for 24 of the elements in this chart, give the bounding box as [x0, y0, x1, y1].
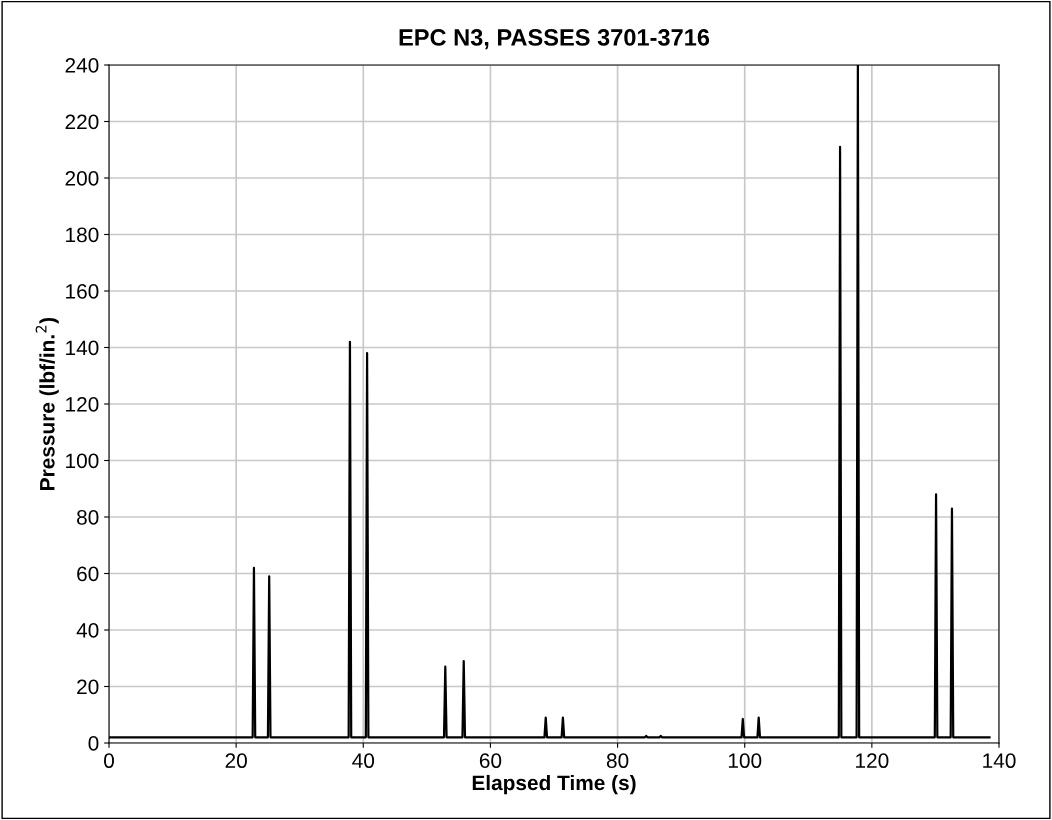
- chart-title: EPC N3, PASSES 3701-3716: [399, 29, 710, 50]
- y-tick-label: 0: [88, 736, 99, 751]
- y-tick-label: 220: [65, 114, 99, 130]
- x-tick-label: 120: [856, 753, 889, 769]
- x-tick-label: 60: [479, 753, 502, 769]
- y-tick-label: 160: [66, 284, 99, 299]
- y-tick-label: 200: [65, 171, 99, 186]
- x-tick-label: 80: [606, 753, 629, 769]
- x-tick-label: 0: [104, 753, 114, 769]
- y-tick-label: 240: [65, 58, 99, 73]
- y-axis-title: Pressure (lbf/in.$^{2}$): [35, 317, 59, 490]
- y-tick-label: 140: [66, 340, 99, 356]
- x-axis-title: Elapsed Time (s): [472, 774, 636, 795]
- x-tick-label: 100: [728, 753, 762, 769]
- y-tick-label: 120: [66, 397, 99, 412]
- y-tick-label: 60: [77, 566, 99, 582]
- y-tick-label: 40: [76, 623, 99, 638]
- y-tick-label: 180: [66, 227, 99, 243]
- x-tick-label: 40: [352, 753, 375, 769]
- y-tick-label: 20: [77, 679, 99, 695]
- x-tick-label: 20: [225, 753, 247, 769]
- y-tick-label: 80: [77, 510, 99, 525]
- x-tick-label: 140: [983, 753, 1016, 769]
- y-tick-label: 100: [66, 453, 99, 469]
